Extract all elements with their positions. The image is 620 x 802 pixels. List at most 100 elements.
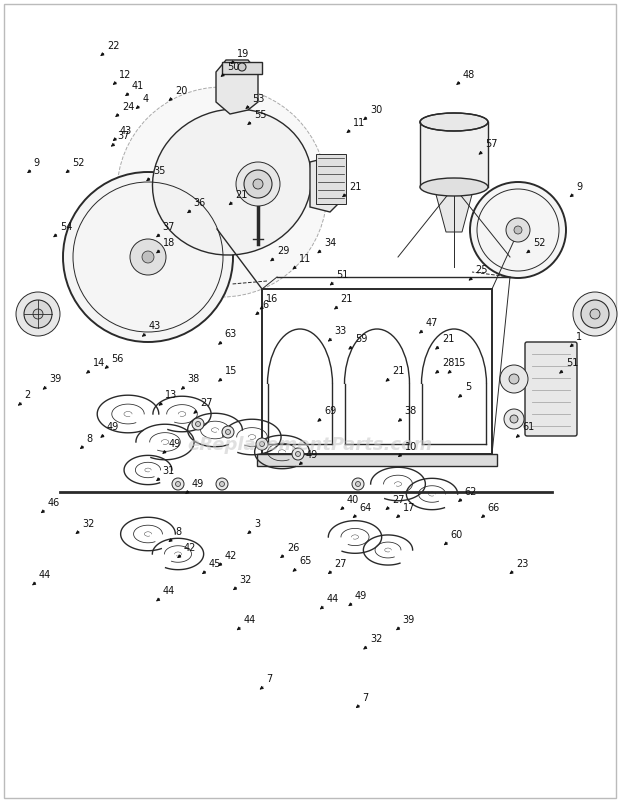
Text: 25: 25 (476, 265, 488, 275)
Circle shape (216, 478, 228, 490)
Text: 51: 51 (566, 358, 578, 368)
Polygon shape (310, 157, 338, 212)
Text: 15: 15 (225, 367, 237, 376)
Text: 49: 49 (306, 450, 317, 460)
Text: 17: 17 (403, 503, 415, 512)
Text: 42: 42 (225, 551, 237, 561)
Text: 37: 37 (163, 222, 175, 232)
Ellipse shape (153, 109, 311, 255)
Text: 27: 27 (200, 399, 213, 408)
Text: 38: 38 (405, 407, 417, 416)
Circle shape (244, 170, 272, 198)
Circle shape (260, 441, 265, 447)
Circle shape (195, 422, 200, 427)
Text: 55: 55 (254, 110, 267, 119)
Text: 59: 59 (355, 334, 367, 344)
Text: 22: 22 (107, 41, 120, 51)
Text: 23: 23 (516, 559, 528, 569)
Circle shape (509, 374, 519, 384)
Text: 29: 29 (277, 246, 289, 256)
Text: 21: 21 (236, 190, 247, 200)
Text: 20: 20 (175, 86, 187, 95)
Circle shape (175, 481, 180, 487)
Circle shape (117, 87, 327, 297)
Circle shape (296, 452, 301, 456)
Text: 56: 56 (112, 354, 123, 363)
Text: 43: 43 (120, 126, 131, 136)
Text: 13: 13 (166, 391, 177, 400)
Text: 44: 44 (244, 615, 255, 625)
Text: 7: 7 (267, 674, 273, 684)
Text: 41: 41 (132, 81, 144, 91)
Circle shape (219, 481, 224, 487)
Text: 7: 7 (363, 693, 369, 703)
Text: 12: 12 (120, 70, 131, 79)
Text: 62: 62 (465, 487, 477, 496)
Text: 26: 26 (287, 543, 299, 553)
Text: 28: 28 (442, 358, 454, 368)
Text: 52: 52 (533, 238, 546, 248)
Text: 19: 19 (237, 49, 249, 59)
Text: 18: 18 (163, 238, 175, 248)
Text: 32: 32 (82, 519, 94, 529)
Text: 69: 69 (324, 407, 336, 416)
Text: 49: 49 (355, 591, 367, 601)
Circle shape (142, 251, 154, 263)
Circle shape (292, 448, 304, 460)
Text: 31: 31 (163, 466, 175, 476)
Text: 47: 47 (426, 318, 438, 328)
Text: 21: 21 (392, 367, 404, 376)
Text: 6: 6 (262, 300, 268, 310)
Circle shape (24, 300, 52, 328)
Circle shape (510, 415, 518, 423)
Text: 43: 43 (149, 322, 161, 331)
Circle shape (506, 218, 530, 242)
Circle shape (226, 430, 231, 435)
Circle shape (172, 478, 184, 490)
Text: 8: 8 (175, 527, 181, 537)
Circle shape (514, 226, 522, 234)
Text: 32: 32 (240, 575, 252, 585)
Text: 48: 48 (463, 70, 475, 79)
Circle shape (352, 478, 364, 490)
Text: 1: 1 (577, 332, 582, 342)
Text: 45: 45 (209, 559, 221, 569)
Text: 27: 27 (392, 495, 405, 504)
Circle shape (33, 309, 43, 319)
Text: 35: 35 (153, 166, 165, 176)
Bar (262, 289, 492, 454)
Text: 51: 51 (337, 270, 348, 280)
Polygon shape (222, 62, 262, 74)
Circle shape (355, 481, 360, 487)
Circle shape (590, 309, 600, 319)
Bar (420, 122, 488, 187)
Text: 46: 46 (48, 498, 60, 508)
Circle shape (16, 292, 60, 336)
Circle shape (236, 162, 280, 206)
Circle shape (256, 438, 268, 450)
Text: 8: 8 (87, 434, 92, 444)
Circle shape (470, 182, 566, 278)
Text: 44: 44 (39, 570, 51, 580)
Text: 49: 49 (192, 479, 204, 488)
Text: 21: 21 (349, 182, 361, 192)
Text: eReplacementParts.com: eReplacementParts.com (187, 436, 433, 454)
Bar (257, 454, 497, 466)
Circle shape (130, 239, 166, 275)
Text: 60: 60 (451, 530, 463, 540)
Text: 49: 49 (107, 423, 119, 432)
Text: 38: 38 (188, 375, 200, 384)
Circle shape (504, 409, 524, 429)
Text: 15: 15 (454, 358, 466, 368)
Ellipse shape (420, 178, 488, 196)
Text: 9: 9 (577, 182, 582, 192)
Text: 27: 27 (335, 559, 347, 569)
Text: 53: 53 (252, 94, 264, 103)
Circle shape (238, 63, 246, 71)
Text: 42: 42 (184, 543, 196, 553)
Text: 66: 66 (488, 503, 500, 512)
Circle shape (192, 418, 204, 430)
Text: 5: 5 (465, 383, 471, 392)
Text: 49: 49 (169, 439, 181, 448)
Circle shape (63, 172, 233, 342)
